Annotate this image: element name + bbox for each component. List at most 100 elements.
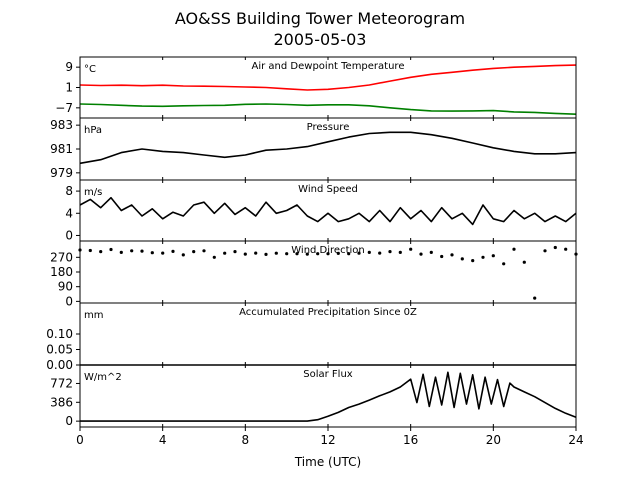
y-tick-label: 0 [65, 228, 73, 242]
data-point [202, 249, 206, 253]
panel-title: Air and Dewpoint Temperature [252, 61, 405, 72]
y-tick-label: 386 [50, 395, 73, 409]
data-point [553, 245, 557, 250]
x-tick-label: 24 [568, 433, 583, 447]
panel-unit-label: W/m^2 [84, 372, 122, 383]
data-point [223, 251, 227, 255]
y-tick-label: 1 [65, 81, 73, 95]
data-point [326, 252, 330, 256]
y-tick-label: 4 [65, 206, 73, 220]
x-axis-label: Time (UTC) [294, 455, 361, 469]
y-tick-label: 0.05 [46, 343, 73, 357]
y-tick-label: 9 [65, 60, 73, 74]
y-tick-label: 0 [65, 414, 73, 428]
data-point [212, 255, 216, 259]
panel-title: Wind Speed [298, 184, 358, 195]
y-tick-label: 0 [65, 294, 73, 308]
y-tick-label: −7 [55, 101, 73, 115]
data-point [192, 250, 196, 254]
x-tick-label: 4 [159, 433, 167, 447]
series-line-0 [79, 64, 577, 91]
data-point [274, 251, 278, 255]
data-point [388, 250, 392, 254]
data-point [88, 248, 92, 253]
panel-unit-label: hPa [84, 125, 102, 136]
data-point [140, 249, 144, 253]
series-line-0 [79, 196, 577, 226]
data-point [254, 251, 258, 255]
y-tick-label: 0.10 [46, 327, 73, 341]
panel-1: 979 981 983 Pressure hPa [50, 117, 577, 181]
x-tick-label: 12 [320, 433, 335, 447]
y-tick-label: 981 [50, 142, 73, 156]
figure-title: AO&SS Building Tower Meteorogram [175, 9, 465, 28]
data-point [130, 249, 134, 253]
data-point [440, 254, 444, 259]
panel-0: −7 1 9 Air and Dewpoint Temperature °C [55, 56, 577, 119]
panel-unit-label: °C [84, 64, 96, 75]
y-tick-label: 0.00 [46, 358, 73, 372]
data-point [295, 252, 299, 256]
data-point [491, 254, 495, 258]
data-point [119, 250, 123, 254]
panel-title: Accumulated Precipitation Since 0Z [239, 307, 417, 318]
panel-5: 0 386 772 Solar Flux W/m^2 [50, 364, 577, 428]
data-point [564, 247, 568, 251]
panel-title: Solar Flux [303, 369, 353, 380]
data-point [357, 251, 361, 255]
x-tick-label: 16 [403, 433, 418, 447]
data-point [378, 251, 382, 255]
data-point [522, 260, 526, 264]
x-tick-label: 20 [486, 433, 501, 447]
panel-title: Pressure [307, 122, 350, 133]
y-tick-label: 90 [58, 280, 73, 294]
data-point [419, 252, 423, 256]
panel-2: 0 4 8 Wind Speed m/s [65, 179, 577, 242]
data-point [150, 251, 154, 255]
data-point [347, 252, 351, 256]
data-point [99, 250, 103, 254]
data-point [336, 251, 340, 255]
data-point [316, 252, 320, 256]
data-point [264, 252, 268, 256]
x-tick-label: 0 [76, 433, 84, 447]
chart-panels: −7 1 9 Air and Dewpoint Temperature °C 979 981… [46, 56, 578, 428]
figure-subtitle: 2005-05-03 [274, 30, 367, 49]
y-tick-label: 270 [50, 250, 73, 264]
x-axis: 0 4 8 12 16 20 24 [76, 427, 584, 447]
data-point [471, 259, 475, 263]
y-tick-label: 8 [65, 184, 73, 198]
data-point [243, 252, 247, 256]
series-line-0 [80, 371, 577, 422]
data-point [450, 253, 454, 257]
data-point [398, 250, 402, 254]
data-point [181, 253, 185, 257]
data-point [285, 252, 289, 256]
data-point [512, 247, 516, 251]
data-point [171, 249, 175, 253]
data-point [161, 251, 165, 255]
x-tick-label: 8 [242, 433, 250, 447]
y-tick-label: 180 [50, 265, 73, 279]
data-point [233, 250, 237, 254]
data-point [109, 247, 113, 252]
y-tick-label: 983 [50, 118, 73, 132]
panel-4: 0.000.05 0.10 Accumulated Precipitation Si… [46, 302, 577, 372]
data-point [481, 255, 485, 259]
y-tick-label: 772 [50, 376, 73, 390]
data-point [533, 296, 537, 300]
series-line-1 [79, 103, 577, 115]
panel-unit-label: mm [84, 310, 103, 321]
data-point [543, 249, 547, 253]
data-point [460, 257, 464, 261]
data-point [429, 250, 433, 254]
data-point [305, 252, 309, 256]
panel-title: Wind Direction [291, 245, 365, 256]
data-point [367, 250, 371, 254]
y-tick-label: 979 [50, 166, 73, 180]
data-point [409, 247, 413, 251]
data-point [502, 262, 506, 266]
panel-unit-label: m/s [84, 187, 102, 198]
